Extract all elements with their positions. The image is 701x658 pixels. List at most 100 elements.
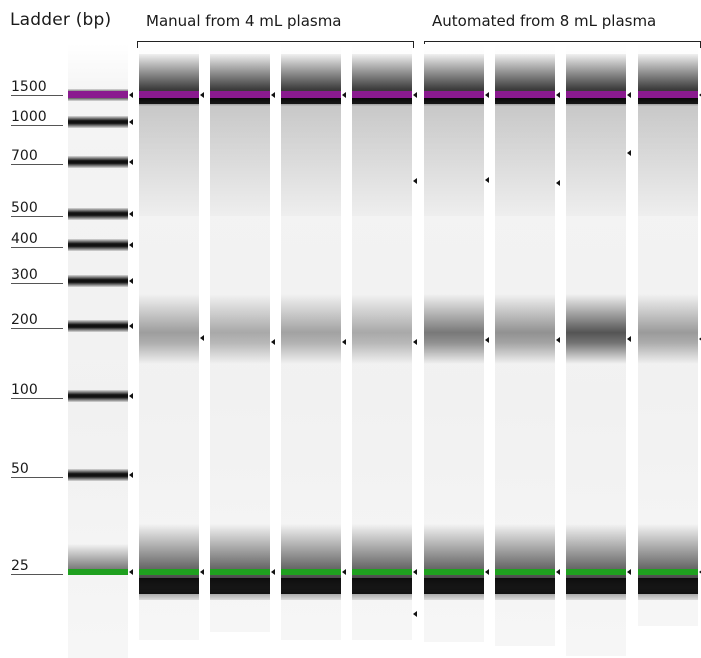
- peak-marker-tick: [556, 337, 560, 343]
- ladder-band: [68, 469, 128, 481]
- peak-marker-tick: [129, 159, 133, 165]
- peak-marker-tick: [129, 323, 133, 329]
- cfdna-band: [139, 294, 199, 364]
- cfdna-band: [638, 294, 698, 364]
- size-label-1500: 1500: [11, 79, 47, 95]
- lower-marker-band: [566, 569, 626, 575]
- sample-lane: [210, 44, 270, 632]
- lower-marker-band: [638, 569, 698, 575]
- peak-marker-tick: [200, 569, 204, 575]
- cfdna-band: [566, 294, 626, 364]
- sample-lane: [281, 44, 341, 640]
- peak-marker-tick: [556, 569, 560, 575]
- size-underline-300: [11, 283, 63, 284]
- peak-marker-tick: [129, 92, 133, 98]
- lower-marker-band: [352, 569, 412, 575]
- sample-lane: [424, 44, 484, 642]
- peak-marker-tick: [129, 211, 133, 217]
- ladder-band: [68, 156, 128, 168]
- peak-marker-tick: [627, 150, 631, 156]
- upper-marker-band: [68, 91, 128, 98]
- upper-marker-band: [495, 91, 555, 98]
- peak-marker-tick: [271, 92, 275, 98]
- ladder-band: [68, 208, 128, 220]
- cfdna-band: [281, 294, 341, 364]
- upper-marker-band: [638, 91, 698, 98]
- peak-marker-tick: [699, 569, 701, 575]
- haze: [352, 106, 412, 216]
- haze: [281, 106, 341, 216]
- lower-marker-band: [281, 569, 341, 575]
- upper-marker-shadow: [139, 98, 199, 106]
- ladder-band: [68, 275, 128, 287]
- lower-marker-band: [139, 569, 199, 575]
- peak-marker-tick: [129, 472, 133, 478]
- lower-band-tail: [139, 578, 199, 600]
- peak-marker-tick: [413, 92, 417, 98]
- size-label-1000: 1000: [11, 109, 47, 125]
- sample-lane: [139, 44, 199, 640]
- peak-marker-tick: [129, 278, 133, 284]
- peak-marker-tick: [129, 242, 133, 248]
- ladder-band: [68, 320, 128, 332]
- lower-band-tail: [638, 578, 698, 600]
- size-label-700: 700: [11, 148, 38, 164]
- upper-marker-shadow: [495, 98, 555, 106]
- lower-marker-band: [210, 569, 270, 575]
- size-underline-700: [11, 164, 63, 165]
- upper-marker-band: [281, 91, 341, 98]
- peak-marker-tick: [413, 569, 417, 575]
- lower-marker-band: [424, 569, 484, 575]
- group-label-manual: Manual from 4 mL plasma: [146, 12, 342, 30]
- size-underline-50: [11, 477, 63, 478]
- haze: [139, 106, 199, 216]
- peak-marker-tick: [200, 92, 204, 98]
- peak-marker-tick: [699, 336, 701, 342]
- sample-lane: [495, 44, 555, 646]
- size-underline-25: [11, 574, 63, 575]
- size-label-400: 400: [11, 231, 38, 247]
- ladder-title: Ladder (bp): [10, 10, 112, 30]
- cfdna-band: [352, 294, 412, 364]
- peak-marker-tick: [485, 177, 489, 183]
- lower-marker-band: [68, 569, 128, 575]
- sample-lane: [638, 44, 698, 626]
- lower-marker-band: [495, 569, 555, 575]
- peak-marker-tick: [627, 92, 631, 98]
- lower-band-tail: [281, 578, 341, 600]
- upper-marker-band: [424, 91, 484, 98]
- size-underline-1000: [11, 125, 63, 126]
- cfdna-band: [495, 294, 555, 364]
- size-label-100: 100: [11, 382, 38, 398]
- peak-marker-tick: [485, 337, 489, 343]
- lower-band-tail: [352, 578, 412, 600]
- lower-band-tail: [424, 578, 484, 600]
- size-underline-1500: [11, 95, 63, 96]
- haze: [424, 106, 484, 216]
- upper-marker-shadow: [281, 98, 341, 106]
- upper-marker-shadow: [566, 98, 626, 106]
- peak-marker-tick: [129, 119, 133, 125]
- peak-marker-tick: [271, 339, 275, 345]
- size-label-25: 25: [11, 558, 29, 574]
- ladder-lane: [68, 44, 128, 658]
- upper-marker-band: [566, 91, 626, 98]
- upper-marker-band: [352, 91, 412, 98]
- peak-marker-tick: [699, 92, 701, 98]
- peak-marker-tick: [342, 92, 346, 98]
- haze: [638, 106, 698, 216]
- upper-marker-band: [210, 91, 270, 98]
- haze: [495, 106, 555, 216]
- peak-marker-tick: [413, 611, 417, 617]
- peak-marker-tick: [485, 569, 489, 575]
- sample-lane: [566, 44, 626, 656]
- peak-marker-tick: [413, 339, 417, 345]
- haze: [566, 106, 626, 216]
- haze: [210, 106, 270, 216]
- peak-marker-tick: [342, 339, 346, 345]
- upper-marker-shadow: [352, 98, 412, 106]
- sample-lane: [352, 44, 412, 640]
- size-underline-400: [11, 247, 63, 248]
- cfdna-band: [424, 294, 484, 364]
- peak-marker-tick: [627, 336, 631, 342]
